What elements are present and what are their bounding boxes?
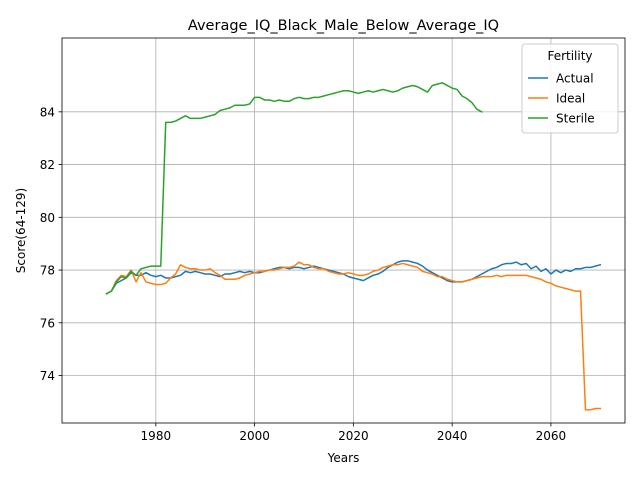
y-tick-label: 74 <box>40 369 55 383</box>
x-tick-label: 2000 <box>239 429 270 443</box>
legend-item-sterile: Sterile <box>528 112 595 126</box>
series-line-sterile <box>105 82 483 295</box>
x-axis-label: Years <box>327 451 360 465</box>
legend-label: Actual <box>556 72 594 86</box>
legend-label: Sterile <box>556 112 595 126</box>
legend-item-ideal: Ideal <box>528 92 585 106</box>
series-line-actual <box>105 260 602 295</box>
legend-box <box>521 43 619 134</box>
x-axis: 1980 2000 2020 2040 2060 <box>141 423 567 443</box>
y-tick-label: 78 <box>40 264 55 278</box>
y-tick-label: 80 <box>40 211 55 225</box>
x-tick-label: 2020 <box>338 429 369 443</box>
y-axis-label: Score(64-129) <box>14 188 28 273</box>
gridlines <box>62 38 625 423</box>
y-tick-label: 76 <box>40 316 55 330</box>
x-tick-label: 2040 <box>437 429 468 443</box>
legend-label: Ideal <box>556 92 585 106</box>
legend-items: Actual Ideal Sterile <box>528 72 595 126</box>
series-line-ideal <box>105 261 602 411</box>
y-tick-label: 82 <box>40 158 55 172</box>
legend-title: Fertility <box>547 49 592 63</box>
legend: Fertility Actual Ideal Sterile <box>521 43 619 134</box>
y-axis: 74 76 78 80 82 84 <box>40 105 62 383</box>
plot-frame <box>61 37 626 424</box>
chart-title: Average_IQ_Black_Male_Below_Average_IQ <box>188 18 499 34</box>
y-tick-label: 84 <box>40 105 55 119</box>
series-lines <box>105 82 602 411</box>
x-tick-label: 1980 <box>141 429 172 443</box>
legend-item-actual: Actual <box>528 72 594 86</box>
x-tick-label: 2060 <box>536 429 567 443</box>
